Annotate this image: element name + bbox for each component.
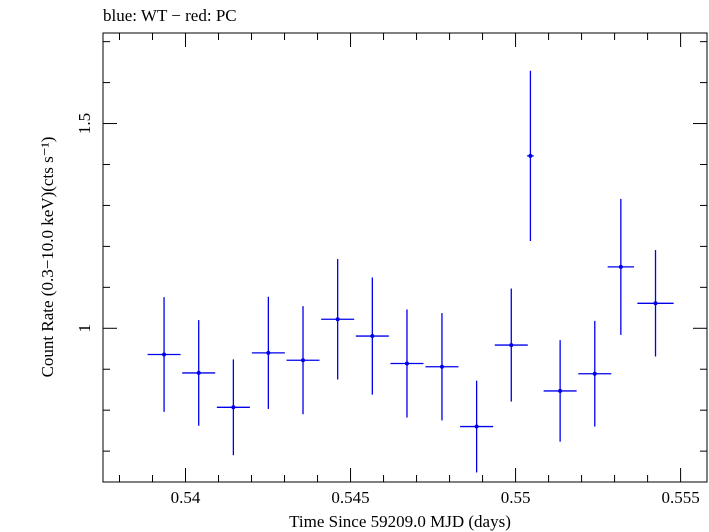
x-tick-label: 0.545 (331, 488, 369, 507)
data-point (425, 313, 459, 421)
point-marker (231, 405, 236, 410)
data-point (578, 320, 612, 427)
data-point (494, 288, 528, 402)
point-marker (162, 352, 167, 357)
point-marker (196, 370, 201, 375)
y-axis-label: Count Rate (0.3−10.0 keV)(cts s⁻¹) (38, 137, 57, 378)
data-point (460, 380, 494, 473)
point-marker (370, 334, 375, 339)
point-marker (509, 343, 514, 348)
point-marker (301, 358, 306, 363)
data-point (355, 277, 389, 395)
point-marker (592, 371, 597, 376)
y-tick-labels: 11.5 (75, 113, 94, 333)
data-point (216, 359, 250, 456)
data-point (321, 259, 355, 380)
point-marker (618, 264, 623, 269)
y-tick-label: 1 (75, 324, 94, 333)
data-point (286, 306, 320, 415)
x-axis-label: Time Since 59209.0 MJD (days) (289, 512, 511, 531)
x-tick-labels: 0.54 0.545 0.55 0.555 (171, 488, 700, 507)
data-point (607, 198, 635, 335)
y-tick-label: 1.5 (75, 113, 94, 134)
point-marker (653, 301, 658, 306)
data-point (390, 309, 424, 418)
data-point (182, 320, 216, 426)
data-point (147, 297, 181, 412)
data-point (251, 296, 285, 409)
data-points (147, 70, 674, 473)
data-point (527, 70, 534, 242)
data-point (637, 250, 674, 357)
point-marker (439, 364, 444, 369)
point-marker (335, 317, 340, 322)
chart-title: blue: WT − red: PC (103, 6, 237, 25)
point-marker (266, 350, 271, 355)
point-marker (404, 361, 409, 366)
data-point (543, 340, 577, 442)
x-tick-label: 0.555 (661, 488, 699, 507)
point-marker (474, 424, 479, 429)
point-marker (558, 388, 563, 393)
axis-ticks (103, 33, 707, 482)
x-tick-label: 0.54 (171, 488, 201, 507)
plot-frame (102, 32, 708, 483)
x-tick-label: 0.55 (501, 488, 531, 507)
point-marker (528, 153, 533, 158)
